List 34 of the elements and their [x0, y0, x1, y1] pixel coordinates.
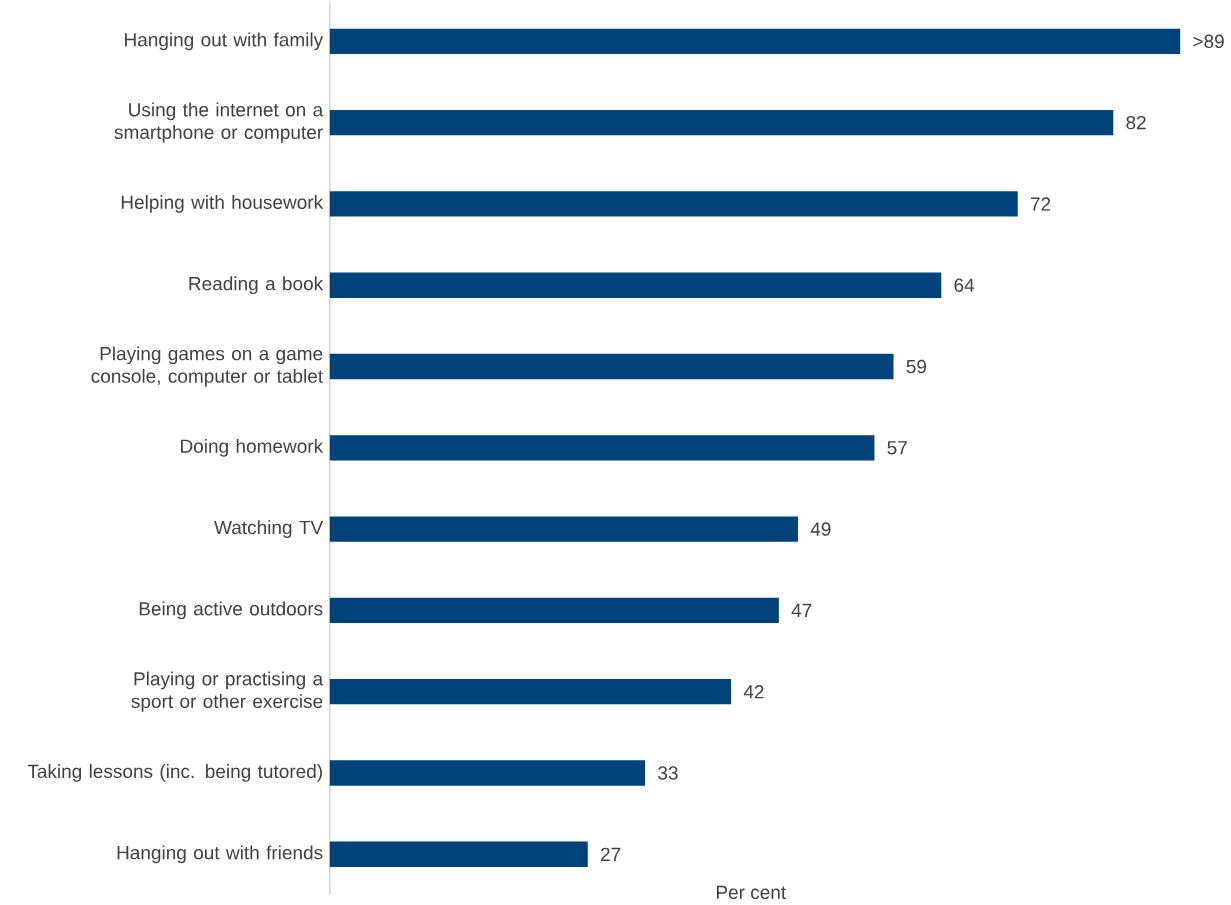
y-tick-label: Being active outdoors	[139, 601, 323, 620]
y-tick-label: Taking lessons (inc. being tutored)	[27, 763, 322, 782]
data-label: 59	[906, 359, 927, 374]
y-tick-label: Hanging out with friends	[117, 845, 323, 863]
y-tick-label: Using the internet on a smartphone or computer	[114, 102, 324, 143]
data-label: 57	[887, 441, 907, 455]
bar	[329, 434, 875, 461]
y-tick-label: Playing games on a game console, computer or tablet	[91, 346, 323, 387]
x-axis-title: Per cent	[716, 885, 787, 899]
bar	[329, 353, 894, 380]
y-tick-label: Helping with housework	[121, 194, 324, 213]
bar	[329, 597, 779, 623]
data-label: 82	[1126, 115, 1146, 130]
bar	[329, 516, 798, 542]
data-label: >89	[1193, 34, 1224, 48]
data-label: 47	[791, 603, 812, 617]
data-label: 72	[1030, 197, 1051, 211]
bar	[329, 28, 1181, 54]
bar	[329, 272, 942, 298]
bar	[329, 841, 588, 867]
data-label: 27	[600, 847, 621, 861]
y-tick-label: Watching TV	[214, 520, 324, 538]
data-label: 64	[954, 278, 975, 292]
bar	[329, 760, 646, 786]
bar	[329, 109, 1114, 136]
data-label: 33	[658, 766, 678, 780]
y-tick-label: Hanging out with family	[125, 32, 324, 51]
bar	[329, 191, 1018, 217]
data-label: 42	[743, 684, 764, 699]
y-tick-label: Doing homework	[181, 438, 324, 457]
y-tick-label: Playing or practising a sport or other exercise	[131, 671, 324, 712]
y-tick-label: Reading a book	[189, 276, 324, 294]
bar	[329, 678, 732, 705]
data-label: 49	[810, 522, 831, 536]
